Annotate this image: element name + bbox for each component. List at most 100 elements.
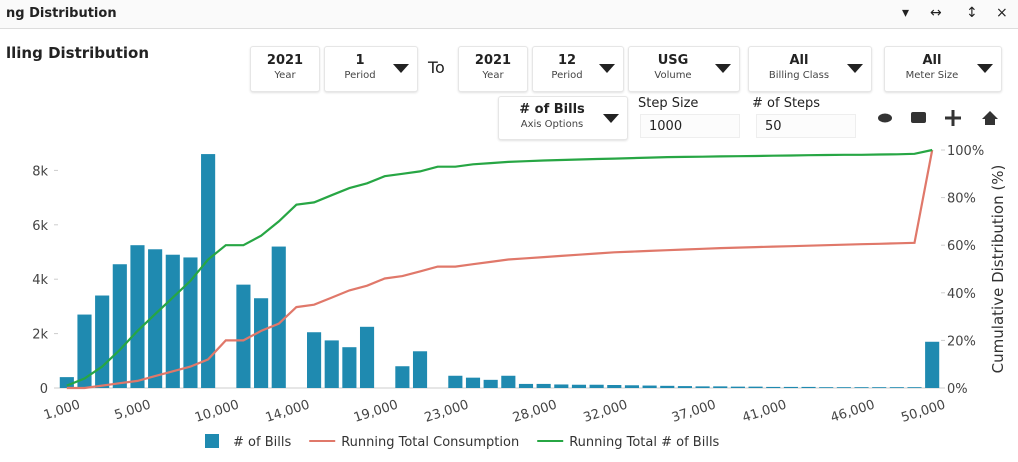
- bar: [501, 375, 516, 388]
- step-size-input[interactable]: 1000: [640, 114, 740, 138]
- bar: [607, 385, 622, 388]
- bar: [677, 386, 692, 388]
- dropdown-arrow: [603, 114, 619, 123]
- dropdown-arrow: [977, 64, 993, 73]
- y-tick-label: 4k: [32, 273, 48, 288]
- bar: [112, 264, 127, 388]
- label: Year: [482, 70, 504, 81]
- dropdown-arrow: [715, 64, 731, 73]
- bar: [801, 386, 816, 388]
- y2-tick-label: 80%: [947, 192, 976, 207]
- home-icon[interactable]: [982, 111, 998, 125]
- x-tick-label: 28,000: [511, 398, 559, 426]
- bar: [536, 383, 551, 388]
- legend-swatch: [205, 434, 219, 448]
- x-tick-label: 32,000: [582, 398, 630, 426]
- bar: [130, 245, 145, 388]
- header-title: ng Distribution: [6, 6, 117, 21]
- start-year[interactable]: 2021 Year: [250, 46, 320, 92]
- x-tick-label: 1,000: [42, 398, 82, 424]
- bar: [819, 387, 834, 388]
- bar: [148, 249, 163, 388]
- label: Period: [551, 70, 583, 81]
- line: [66, 149, 934, 390]
- view-icon[interactable]: [878, 113, 892, 123]
- value: 12: [557, 53, 577, 68]
- y2-axis-title: Cumulative Distribution (%): [989, 165, 1007, 374]
- bar: [448, 375, 463, 388]
- x-tick-label: 19,000: [352, 398, 400, 426]
- bar: [236, 284, 251, 388]
- bar: [201, 154, 216, 388]
- label: Volume: [654, 70, 692, 81]
- x-tick-label: 37,000: [670, 398, 718, 426]
- line: [66, 148, 933, 387]
- y-tick-label: 6k: [32, 219, 48, 234]
- bar: [254, 298, 269, 388]
- bar: [889, 387, 904, 388]
- to-label: To: [428, 58, 445, 77]
- steps-label: # of Steps: [752, 96, 821, 111]
- close-button[interactable]: ×: [996, 5, 1008, 21]
- value: All: [789, 53, 809, 68]
- x-tick-label: 41,000: [741, 398, 789, 426]
- y-tick-label: 2k: [32, 328, 48, 343]
- axis-options-select[interactable]: # of Bills Axis Options: [498, 96, 628, 140]
- pan-icon[interactable]: [945, 110, 961, 126]
- value: All: [922, 53, 942, 68]
- bar: [783, 386, 798, 388]
- label: Period: [344, 70, 376, 81]
- x-tick-label: 50,000: [899, 398, 947, 426]
- label: Billing Class: [768, 70, 830, 81]
- bar: [836, 387, 851, 388]
- bar: [907, 387, 922, 388]
- value: # of Bills: [519, 102, 585, 117]
- meter-size-select[interactable]: All Meter Size: [884, 46, 1002, 92]
- bar: [183, 257, 198, 388]
- toolbar: [878, 110, 998, 126]
- bar: [307, 332, 322, 388]
- bar: [571, 384, 587, 388]
- start-period[interactable]: 1 Period: [324, 46, 418, 92]
- bar: [518, 383, 534, 388]
- collapse-button[interactable]: ▾: [902, 5, 910, 21]
- billing-class-select[interactable]: All Billing Class: [748, 46, 872, 92]
- bar: [95, 295, 110, 388]
- step-size-label: Step Size: [638, 96, 699, 111]
- camera-icon[interactable]: [911, 112, 926, 123]
- bar: [589, 384, 604, 388]
- bar: [77, 314, 92, 388]
- value: 1: [355, 53, 365, 68]
- dropdown-arrow: [393, 64, 409, 73]
- bar: [766, 386, 781, 388]
- y2-tick-label: 0%: [947, 382, 968, 397]
- label: Meter Size: [905, 70, 959, 81]
- bar: [554, 384, 569, 388]
- bar: [324, 340, 339, 388]
- y-tick-label: 8k: [32, 164, 48, 179]
- bar: [395, 366, 410, 388]
- value: 2021: [474, 53, 512, 68]
- resize-v-button[interactable]: ↕: [966, 5, 978, 21]
- volume-select[interactable]: USG Volume: [628, 46, 740, 92]
- panel-title: lling Distribution: [6, 44, 150, 62]
- bar: [359, 326, 375, 388]
- label: Axis Options: [520, 119, 584, 130]
- bar: [660, 385, 675, 388]
- bar: [730, 386, 745, 388]
- y2-tick-label: 40%: [947, 287, 976, 302]
- end-year[interactable]: 2021 Year: [458, 46, 528, 92]
- legend-label: Running Total # of Bills: [569, 435, 719, 450]
- bar: [695, 386, 710, 388]
- resize-h-button[interactable]: ↔: [930, 5, 942, 21]
- end-period[interactable]: 12 Period: [532, 46, 624, 92]
- x-tick-label: 23,000: [423, 398, 471, 426]
- y-tick-label: 0: [40, 382, 48, 397]
- bar: [59, 377, 74, 388]
- bar: [925, 341, 940, 388]
- steps-input[interactable]: 50: [756, 114, 856, 138]
- bar: [165, 254, 180, 388]
- bar: [872, 387, 887, 388]
- legend-label: # of Bills: [233, 435, 291, 450]
